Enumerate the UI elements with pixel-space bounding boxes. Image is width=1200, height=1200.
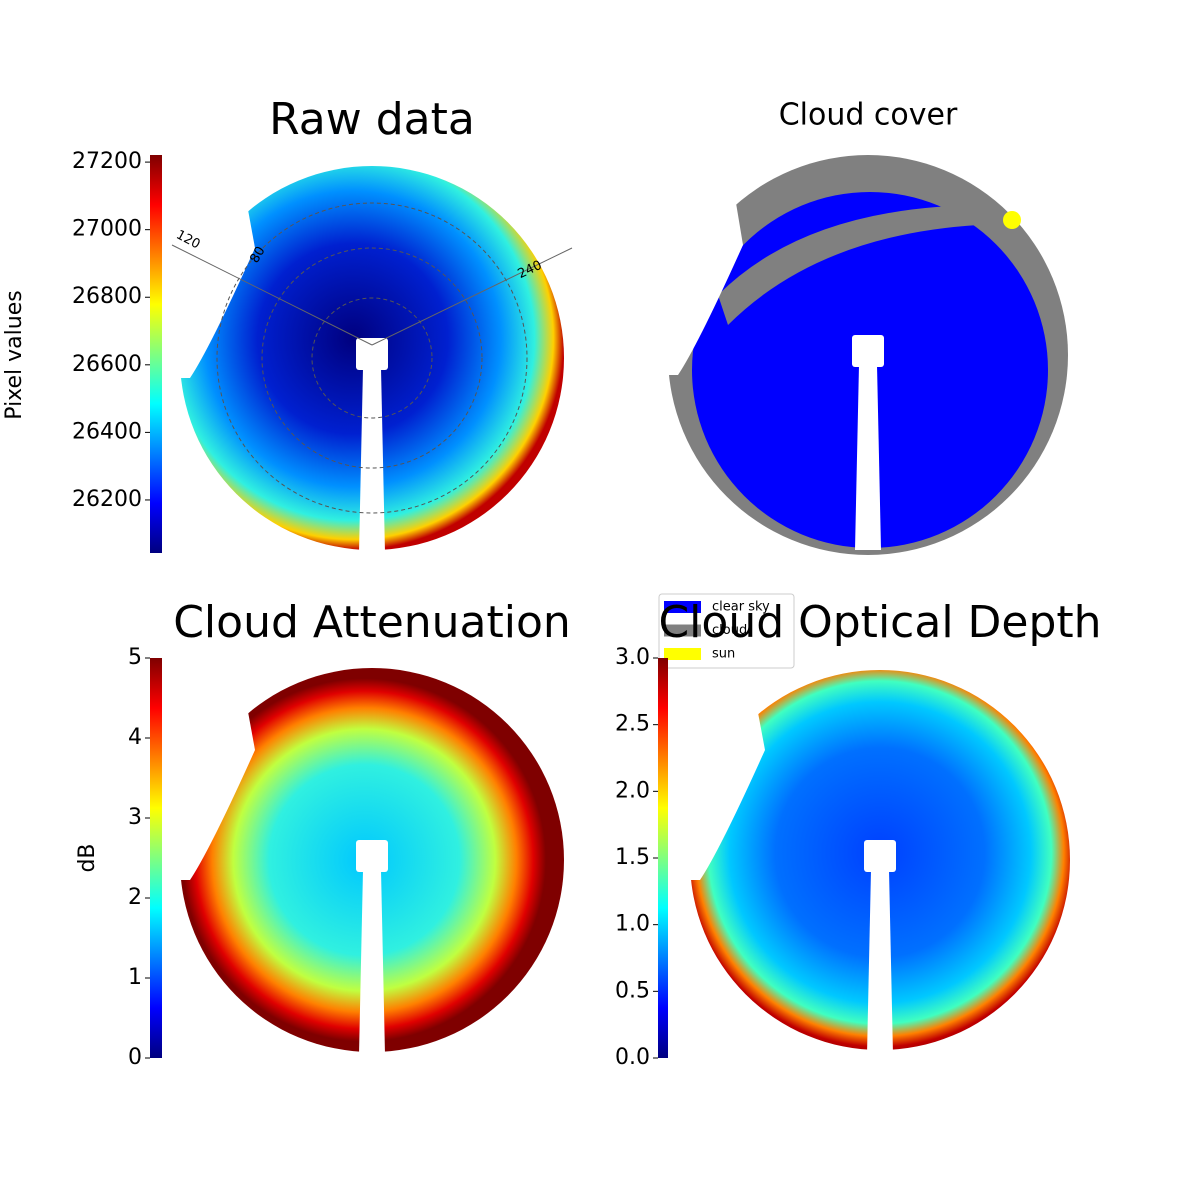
legend-label: sun — [712, 647, 735, 662]
colorbar-tick-label: 4 — [128, 725, 142, 750]
legend-swatch — [664, 601, 701, 613]
colorbar-tick-label: 3 — [128, 805, 142, 830]
panel: Cloud Attenuation 0 1 2 3 4 5 dB — [75, 597, 571, 1070]
legend-swatch — [664, 648, 701, 660]
mast-head — [356, 338, 388, 370]
colorbar-tick-label: 1 — [128, 965, 142, 990]
panel-title: Raw data — [269, 94, 475, 145]
colorbar — [150, 155, 162, 553]
mast — [359, 368, 385, 553]
colorbar-tick-label: 2 — [128, 885, 142, 910]
colorbar-tick-label: 0.0 — [615, 1045, 650, 1070]
horizon-cut — [680, 670, 765, 880]
mast — [855, 365, 881, 550]
colorbar-tick-label: 3.0 — [615, 645, 650, 670]
legend-swatch — [664, 624, 701, 637]
colorbar-label: dB — [75, 843, 100, 872]
colorbar-tick-label: 26600 — [72, 352, 142, 377]
polar-spoke — [171, 244, 373, 346]
colorbar-tick-label: 26800 — [72, 284, 142, 309]
colorbar-tick-label: 27000 — [72, 217, 142, 242]
colorbar-tick-label: 1.0 — [615, 912, 650, 937]
horizon-cut — [170, 166, 255, 378]
colorbar-tick-label: 26200 — [72, 487, 142, 512]
legend-label: clear sky — [712, 600, 770, 615]
panel: Cloud Optical Depth 0.0 0.5 1.0 1.5 2.0 2.5 3.0 — [615, 597, 1102, 1070]
mast-head — [864, 840, 896, 872]
colorbar — [658, 658, 668, 1058]
horizon-cut — [170, 668, 255, 880]
panel-title: Cloud Attenuation — [173, 597, 571, 648]
panel: Cloud cover clear sky cloud sun — [658, 98, 1068, 669]
polar-ring — [216, 202, 528, 514]
panel-title: Cloud Optical Depth — [658, 597, 1101, 648]
colorbar — [150, 658, 162, 1058]
mast-head — [356, 840, 388, 872]
colorbar-tick-label: 0 — [128, 1045, 142, 1070]
horizon-cut — [658, 155, 743, 375]
cloud-band — [718, 205, 988, 325]
polar-ring — [311, 297, 433, 419]
colorbar-tick-label: 2.5 — [615, 712, 650, 737]
polar-label: 80 — [247, 244, 268, 266]
panel: Raw data12080240262002640026600268002700… — [2, 94, 573, 553]
sun — [1003, 211, 1021, 229]
panel-title: Cloud cover — [779, 98, 958, 133]
mast — [867, 870, 893, 1055]
colorbar-tick-label: 5 — [128, 645, 142, 670]
colorbar-label: Pixel values — [2, 290, 27, 419]
mast-head — [852, 335, 884, 367]
colorbar-tick-label: 1.5 — [615, 845, 650, 870]
mast — [359, 870, 385, 1055]
legend: clear sky cloud sun — [658, 593, 795, 669]
colorbar-tick-label: 27200 — [72, 149, 142, 174]
legend-label: cloud — [712, 623, 747, 638]
polar-spoke — [371, 247, 573, 346]
colorbar-tick-label: 26400 — [72, 419, 142, 444]
polar-ring — [261, 247, 483, 469]
colorbar-tick-label: 2.0 — [615, 778, 650, 803]
colorbar-tick-label: 0.5 — [615, 978, 650, 1003]
